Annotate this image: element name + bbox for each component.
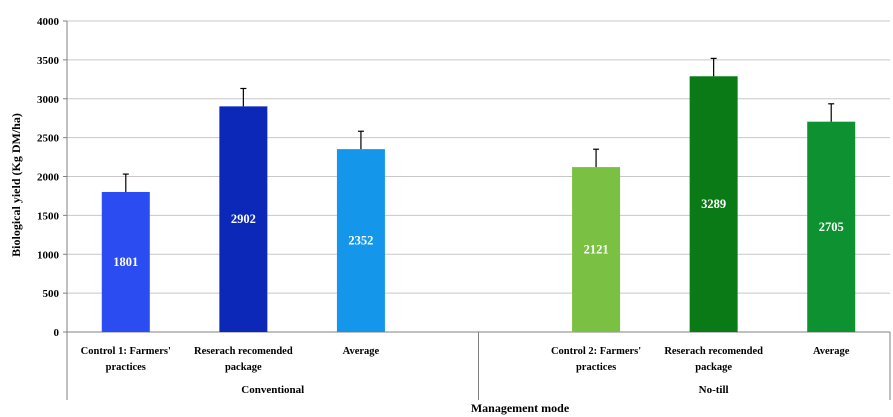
category-label: Average: [813, 346, 850, 357]
data-label: 1801: [113, 255, 138, 269]
y-tick-label: 1000: [37, 249, 60, 261]
data-label: 2902: [231, 212, 256, 226]
bar: [689, 76, 738, 333]
labels: 0 500 1000 1500 2000 2500 3000 3500 4000 1801 Cont…: [37, 16, 850, 396]
group-label: No-till: [699, 384, 729, 396]
data-label: 2121: [584, 243, 609, 257]
y-tick-label: 1500: [37, 210, 60, 222]
bar: [219, 106, 268, 332]
data-label: 2352: [348, 234, 373, 248]
y-tick-label: 3500: [37, 55, 60, 67]
data-label: 2705: [819, 220, 844, 234]
y-tick-label: 2500: [37, 133, 60, 145]
category-label: package: [225, 362, 262, 373]
y-tick-label: 0: [54, 327, 60, 339]
category-label: Average: [343, 346, 380, 357]
grid-lines: [67, 20, 890, 294]
category-label: Reserach recomended: [664, 346, 763, 357]
x-axis-title: Management mode: [471, 401, 570, 415]
group-label: Conventional: [241, 384, 304, 396]
data-label: 3289: [701, 197, 726, 211]
bars: [101, 57, 856, 333]
category-label: Control 1: Farmers': [81, 346, 171, 357]
bar: [572, 167, 621, 332]
category-label: Reserach recomended: [194, 346, 293, 357]
category-label: practices: [106, 362, 146, 373]
axes: [63, 20, 891, 400]
category-label: package: [695, 362, 732, 373]
y-axis-title: Biological yield (Kg DM/ha): [9, 113, 23, 257]
y-tick-label: 3000: [37, 94, 60, 106]
y-tick-label: 500: [43, 288, 60, 300]
category-label: Control 2: Farmers': [551, 346, 641, 357]
bar: [336, 149, 385, 332]
y-tick-label: 2000: [37, 172, 60, 184]
bar: [101, 191, 150, 332]
category-label: practices: [576, 362, 616, 373]
y-tick-label: 4000: [37, 16, 60, 28]
bar: [807, 121, 856, 332]
